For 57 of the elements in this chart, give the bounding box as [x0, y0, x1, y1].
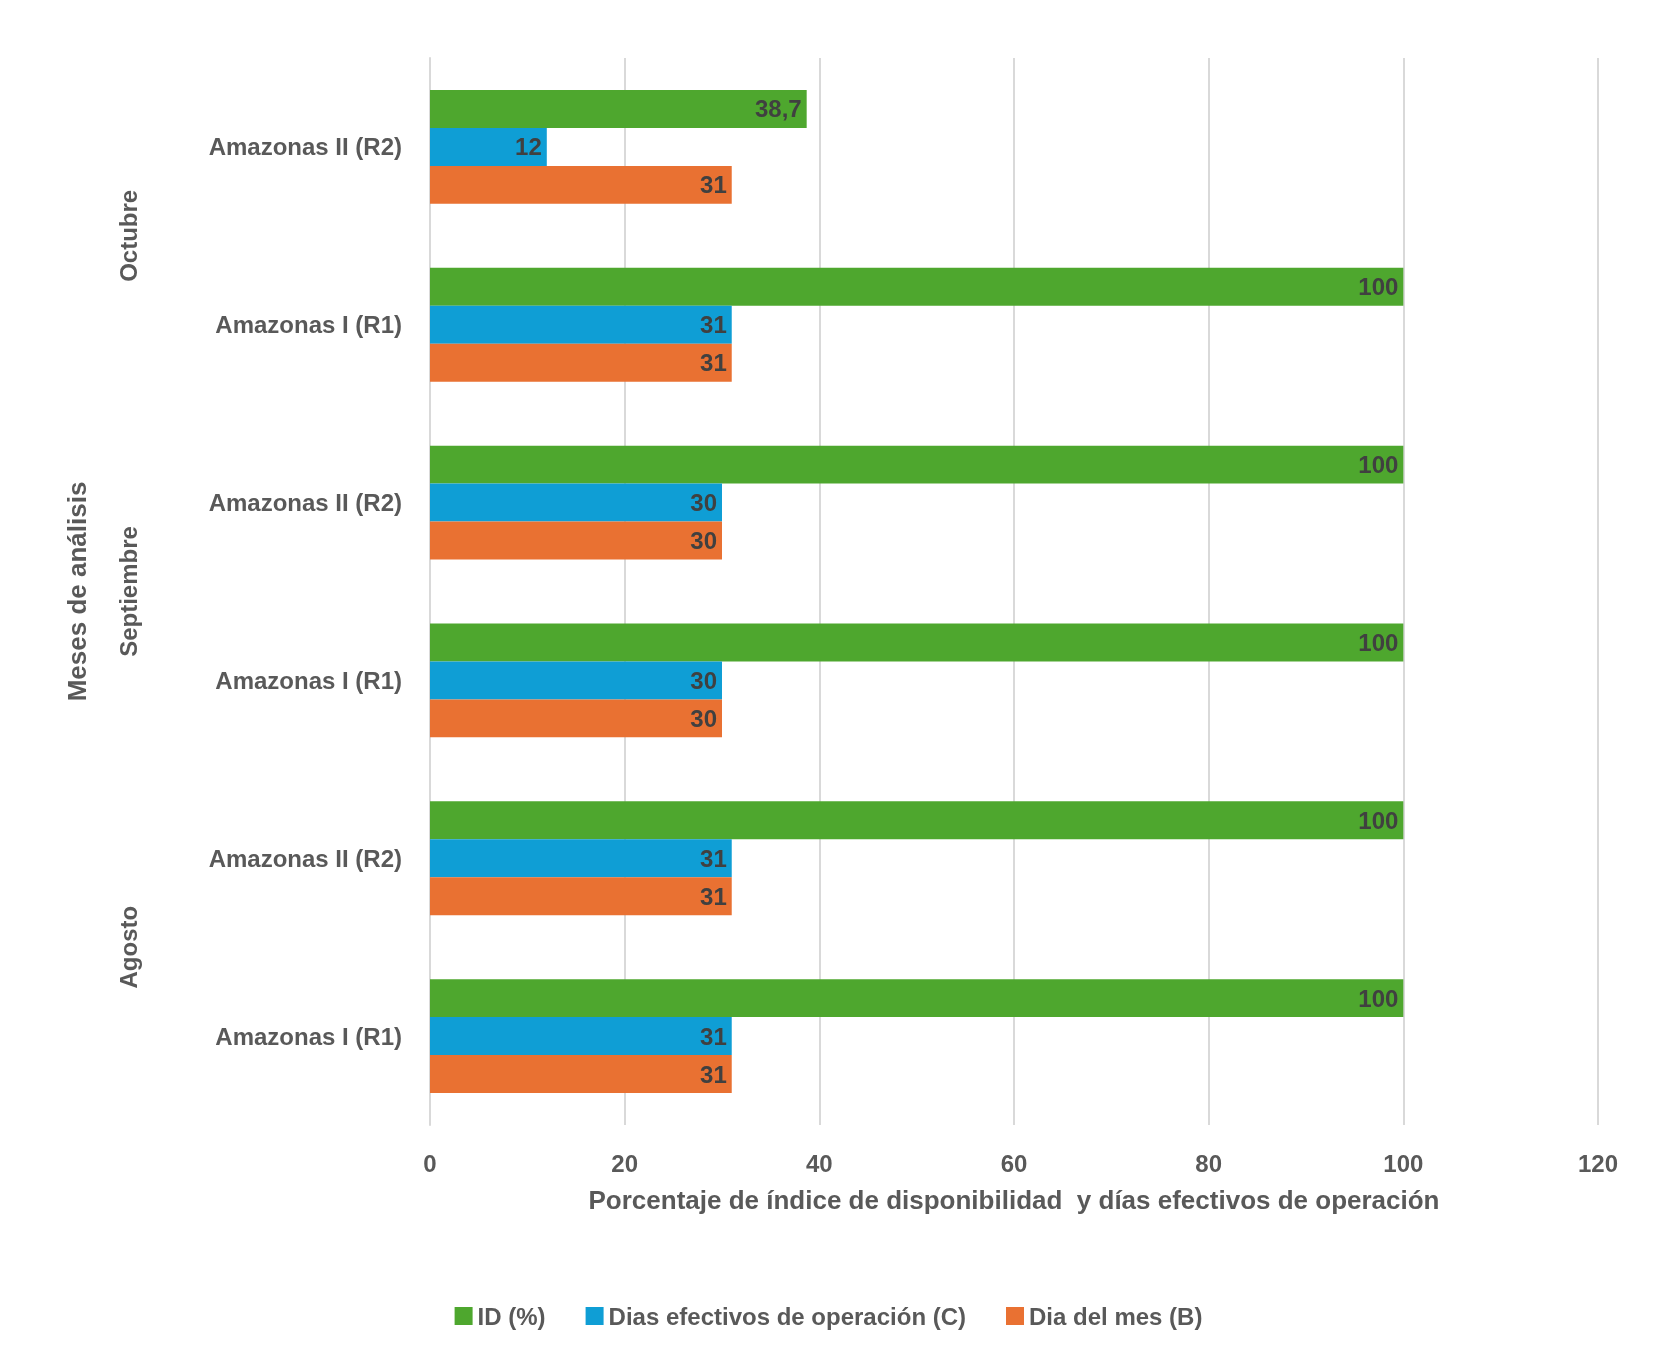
bar [430, 127, 547, 166]
data-label: 31 [700, 349, 727, 377]
text: Septiembre [114, 526, 142, 657]
bar [430, 267, 1404, 306]
data-label: 30 [690, 704, 717, 732]
bar [430, 839, 732, 878]
y-tick-label: Amazonas I (R1) [215, 1022, 402, 1050]
data-label: 30 [690, 489, 717, 517]
bar [430, 90, 807, 128]
legend-label: Dias efectivos de operación (C) [608, 1302, 967, 1330]
data-label: 31 [700, 1022, 727, 1050]
bar [430, 623, 1404, 662]
data-label: 100 [1358, 806, 1399, 834]
bar [430, 521, 722, 560]
y-tick-label: Amazonas I (R1) [215, 311, 402, 339]
data-label: 31 [700, 882, 727, 910]
bar [430, 305, 732, 344]
bar [430, 979, 1404, 1018]
x-axis-title: Porcentaje de índice de disponibilidad y días efectivos de operación [588, 1185, 1440, 1215]
data-label: 31 [700, 1060, 727, 1088]
data-label: 100 [1358, 984, 1399, 1012]
bar [430, 1055, 732, 1093]
y-tick-label: Amazonas II (R2) [208, 489, 402, 517]
legend-label: Dia del mes (B) [1029, 1302, 1203, 1330]
x-tick-label: 80 [1195, 1149, 1223, 1177]
bar [430, 445, 1404, 484]
legend-label: ID (%) [477, 1302, 546, 1330]
y-tick-label: Amazonas II (R2) [208, 133, 402, 161]
bar [430, 165, 732, 204]
x-tick-label: 20 [611, 1149, 639, 1177]
data-label: 100 [1358, 273, 1399, 301]
y-tick-label: Amazonas II (R2) [208, 844, 402, 872]
bar [430, 661, 722, 700]
x-tick-label: 60 [1000, 1149, 1028, 1177]
x-tick-label: 0 [423, 1149, 437, 1177]
data-label: 12 [515, 133, 542, 161]
x-tick-label: 120 [1577, 1149, 1619, 1177]
bar [430, 801, 1404, 840]
data-label: 31 [700, 844, 727, 872]
y-axis-title: Meses de análisis [62, 481, 92, 702]
data-label: 30 [690, 527, 717, 555]
data-label: 38,7 [754, 95, 802, 123]
x-tick-label: 40 [805, 1149, 833, 1177]
bar [430, 1017, 732, 1056]
data-label: 31 [700, 171, 727, 199]
bar [430, 343, 732, 382]
data-label: 31 [700, 311, 727, 339]
data-label: 100 [1358, 451, 1399, 479]
data-label: 30 [690, 666, 717, 694]
y-tick-label: Amazonas I (R1) [215, 666, 402, 694]
text: Octubre [114, 189, 142, 282]
bar [430, 483, 722, 522]
data-label: 100 [1358, 628, 1399, 656]
x-tick-label: 100 [1383, 1149, 1424, 1177]
bar [430, 699, 722, 738]
bar [430, 877, 732, 916]
text: Agosto [114, 905, 142, 989]
